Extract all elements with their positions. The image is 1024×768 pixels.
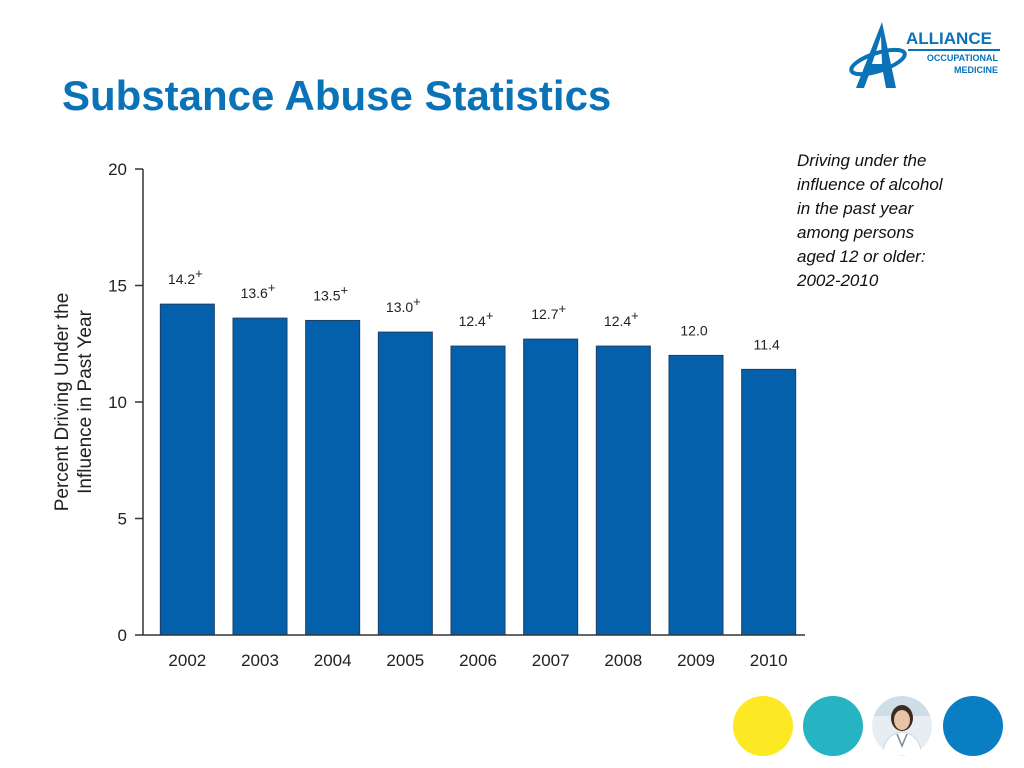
y-tick-5: 5 [118, 510, 127, 529]
x-tick-2004: 2004 [314, 651, 352, 670]
data-label-2009: 12.0 [680, 322, 707, 338]
x-tick-2003: 2003 [241, 651, 279, 670]
significance-marker: + [413, 294, 421, 309]
bar-2004 [305, 319, 361, 636]
y-axis-title: Percent Driving Under the Influence in Pa… [52, 293, 96, 512]
blue-circle [943, 696, 1003, 756]
data-label-2010: 11.4 [754, 336, 780, 352]
bar-2010 [741, 368, 797, 636]
x-tick-2007: 2007 [532, 651, 570, 670]
data-label-2005: 13.0+ [386, 294, 421, 315]
logo-line1: ALLIANCE [906, 29, 992, 48]
x-tick-2009: 2009 [677, 651, 715, 670]
x-tick-2008: 2008 [604, 651, 642, 670]
y-tick-10: 10 [108, 393, 127, 412]
bar-2007 [523, 338, 579, 636]
y-tick-15: 15 [108, 277, 127, 296]
significance-marker: + [631, 308, 639, 323]
x-tick-2010: 2010 [750, 651, 788, 670]
doctor-photo-icon [872, 696, 932, 756]
logo-a-mark-icon [849, 22, 907, 88]
yellow-circle [733, 696, 793, 756]
significance-marker: + [558, 301, 566, 316]
data-label-2003: 13.6+ [241, 280, 276, 301]
significance-marker: + [340, 282, 348, 297]
bar-2008 [595, 345, 651, 636]
bar-2003 [232, 317, 288, 636]
significance-marker: + [195, 266, 203, 281]
significance-marker: + [486, 308, 494, 323]
bar-2005 [377, 331, 433, 636]
teal-circle [803, 696, 863, 756]
y-tick-0: 0 [118, 626, 127, 645]
bar-2006 [450, 345, 506, 636]
data-label-2006: 12.4+ [459, 308, 494, 329]
alliance-logo: ALLIANCE OCCUPATIONAL MEDICINE [849, 22, 1000, 88]
chart-caption: Driving under the influence of alcohol i… [797, 151, 943, 290]
y-axis-title-line: Influence in Past Year [75, 309, 96, 493]
bar-2009 [668, 354, 724, 636]
logo-line3: MEDICINE [954, 65, 998, 75]
data-label-2007: 12.7+ [531, 301, 566, 322]
logo-line2: OCCUPATIONAL [927, 53, 999, 63]
data-label-2008: 12.4+ [604, 308, 639, 329]
y-tick-20: 20 [108, 160, 127, 179]
data-label-2004: 13.5+ [313, 282, 348, 303]
x-tick-2006: 2006 [459, 651, 497, 670]
significance-marker: + [268, 280, 276, 295]
page-title: Substance Abuse Statistics [62, 72, 612, 119]
x-tick-2005: 2005 [386, 651, 424, 670]
y-axis-title-line: Percent Driving Under the [52, 293, 73, 512]
x-tick-2002: 2002 [168, 651, 206, 670]
bar-2002 [159, 303, 215, 636]
data-label-2002: 14.2+ [168, 266, 203, 287]
